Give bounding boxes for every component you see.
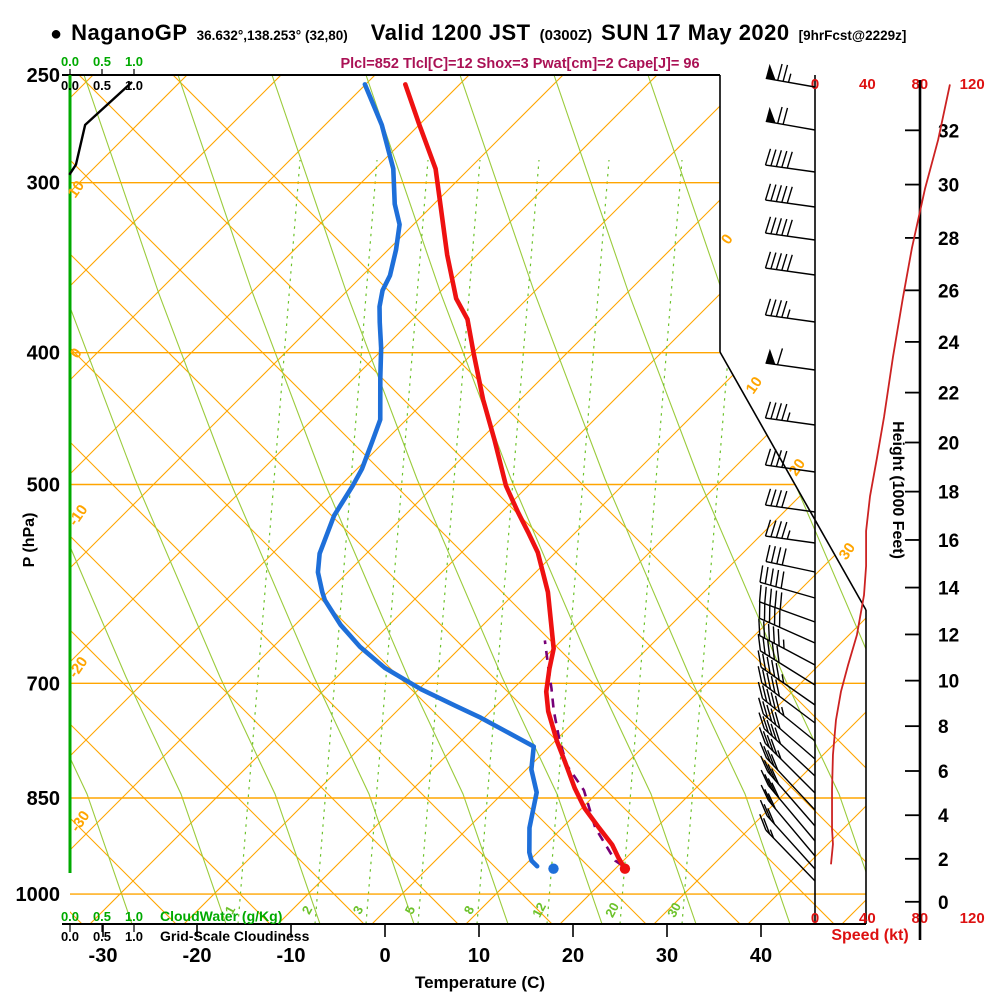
svg-text:3: 3 <box>350 903 367 916</box>
svg-text:8: 8 <box>938 717 949 738</box>
valid-date: SUN 17 May 2020 <box>601 20 790 45</box>
svg-text:1.0: 1.0 <box>125 78 143 93</box>
svg-text:6: 6 <box>938 762 949 783</box>
svg-text:0.0: 0.0 <box>61 909 79 924</box>
svg-text:5: 5 <box>402 903 419 916</box>
temperature-axis: -30 -20 -10 0 10 20 30 40 Temperature (C) <box>89 924 772 992</box>
valid-time-zulu: (0300Z) <box>539 27 593 44</box>
temperature-curve <box>403 82 628 871</box>
svg-text:300: 300 <box>27 173 60 195</box>
svg-text:CloudWater (g/Kg): CloudWater (g/Kg) <box>160 908 282 924</box>
svg-text:28: 28 <box>938 229 959 250</box>
svg-text:10: 10 <box>468 945 490 967</box>
skewt-grid <box>70 75 866 924</box>
svg-text:4: 4 <box>938 806 949 827</box>
svg-text:8: 8 <box>461 903 478 916</box>
sounding-indices: Plcl=852 Tlcl[C]=12 Shox=3 Pwat[cm]=2 Ca… <box>340 56 700 72</box>
station-coordinates: 36.632°,138.253° (32,80) <box>196 28 348 43</box>
svg-text:2: 2 <box>938 850 949 871</box>
svg-text:10: 10 <box>65 178 88 201</box>
svg-text:12: 12 <box>529 900 549 920</box>
station-bullet-icon: ● <box>50 23 63 45</box>
svg-text:30: 30 <box>664 900 684 920</box>
plot-frame <box>62 74 867 925</box>
svg-text:20: 20 <box>938 434 959 455</box>
dewpoint-curve <box>315 82 540 869</box>
svg-text:1.0: 1.0 <box>125 54 143 69</box>
svg-text:120: 120 <box>960 76 985 93</box>
svg-text:0: 0 <box>811 76 819 93</box>
svg-text:P (hPa): P (hPa) <box>21 513 38 568</box>
svg-text:10: 10 <box>938 672 959 693</box>
svg-text:400: 400 <box>27 343 60 365</box>
svg-text:500: 500 <box>27 475 60 497</box>
svg-text:14: 14 <box>938 579 960 600</box>
svg-text:24: 24 <box>938 333 960 354</box>
svg-text:22: 22 <box>938 384 959 405</box>
svg-text:16: 16 <box>938 531 959 552</box>
svg-text:30: 30 <box>836 540 859 563</box>
svg-text:40: 40 <box>859 910 876 927</box>
svg-text:700: 700 <box>27 673 60 695</box>
svg-text:40: 40 <box>859 76 876 93</box>
svg-text:Grid-Scale Cloudiness: Grid-Scale Cloudiness <box>160 928 310 944</box>
svg-text:20: 20 <box>602 900 622 920</box>
wind-barbs <box>757 63 816 882</box>
svg-text:120: 120 <box>960 910 985 927</box>
svg-text:0.5: 0.5 <box>93 78 111 93</box>
svg-text:0: 0 <box>379 945 390 967</box>
svg-text:0.5: 0.5 <box>93 929 111 944</box>
svg-text:-30: -30 <box>89 945 118 967</box>
svg-text:2: 2 <box>299 903 316 916</box>
svg-text:-20: -20 <box>183 945 212 967</box>
valid-time: Valid 1200 JST <box>370 20 531 45</box>
station-name: NaganoGP <box>71 20 188 45</box>
pressure-axis: 250 300 400 500 700 850 1000 P (hPa) <box>16 65 61 906</box>
svg-text:1.0: 1.0 <box>125 929 143 944</box>
svg-text:12: 12 <box>938 625 959 646</box>
svg-text:1000: 1000 <box>16 884 61 906</box>
mixing-ratio-labels: 1 2 3 5 8 12 20 30 <box>222 900 684 920</box>
svg-text:20: 20 <box>786 456 809 479</box>
wind-speed-profile <box>830 84 951 865</box>
cloud-scales: 0.0 0.0 0.0 0.0 0.5 0.5 0.5 0.5 1.0 1.0 1.0 1.0 Clou… <box>61 54 310 944</box>
surface-dots <box>548 863 631 874</box>
svg-text:250: 250 <box>27 65 60 87</box>
svg-text:30: 30 <box>656 945 678 967</box>
svg-text:Temperature (C): Temperature (C) <box>415 973 545 992</box>
svg-text:1.0: 1.0 <box>125 909 143 924</box>
svg-text:850: 850 <box>27 788 60 810</box>
cloudiness-profile <box>68 81 133 176</box>
svg-text:18: 18 <box>938 483 959 504</box>
svg-text:0.5: 0.5 <box>93 909 111 924</box>
svg-text:26: 26 <box>938 281 959 302</box>
svg-text:0.0: 0.0 <box>61 54 79 69</box>
svg-text:-10: -10 <box>277 945 306 967</box>
svg-text:0.0: 0.0 <box>61 929 79 944</box>
svg-text:Speed (kt): Speed (kt) <box>831 927 908 944</box>
svg-text:0.0: 0.0 <box>61 78 79 93</box>
svg-text:20: 20 <box>562 945 584 967</box>
svg-text:30: 30 <box>938 176 959 197</box>
svg-text:0: 0 <box>811 910 819 927</box>
svg-text:0.5: 0.5 <box>93 54 111 69</box>
svg-text:32: 32 <box>938 121 959 142</box>
svg-text:0: 0 <box>938 893 949 914</box>
forecast-info: [9hrFcst@2229z] <box>798 28 907 43</box>
svg-text:40: 40 <box>750 945 772 967</box>
chart-title: ● NaganoGP 36.632°,138.253° (32,80) Vali… <box>50 20 906 46</box>
speed-axis: 0040408080120120Speed (kt) <box>811 75 985 944</box>
svg-text:Height (1000 Feet): Height (1000 Feet) <box>889 421 906 559</box>
svg-text:10: 10 <box>743 374 766 397</box>
